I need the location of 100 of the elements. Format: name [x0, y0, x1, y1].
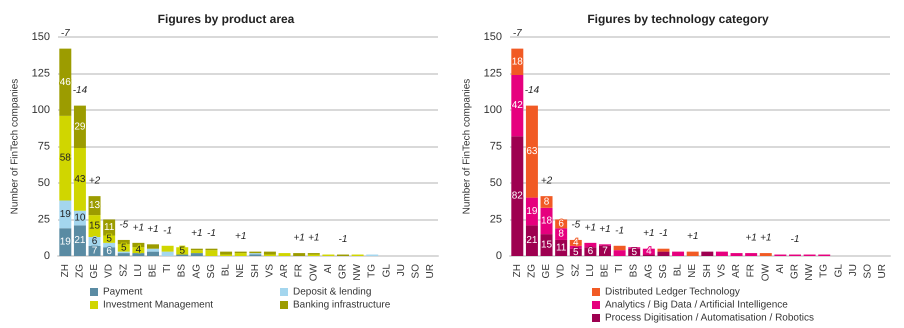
- x-tick-label: TG: [366, 264, 378, 278]
- x-tick-label: UR: [877, 264, 888, 278]
- x-tick-label: GE: [541, 264, 552, 278]
- x-tick-label: OW: [308, 263, 320, 282]
- bar: [657, 248, 670, 252]
- x-tick-label: ZG: [74, 264, 86, 278]
- annotation: +2: [88, 176, 101, 187]
- y-tick-label: 150: [32, 31, 50, 43]
- legend-label: Banking infrastructure: [293, 300, 391, 310]
- data-label: 5: [179, 245, 186, 256]
- bar: [162, 246, 174, 252]
- x-tick-label: OW: [760, 263, 772, 282]
- data-label: 11: [556, 242, 567, 254]
- data-label: 29: [74, 121, 86, 132]
- x-tick-label: ZH: [60, 264, 71, 278]
- annotation: +1: [191, 228, 203, 240]
- data-label: 11: [104, 222, 115, 234]
- annotation: +1: [293, 232, 305, 244]
- bar: [190, 250, 203, 254]
- bar: [614, 246, 626, 250]
- bar: [293, 253, 306, 256]
- data-label: 21: [74, 235, 86, 246]
- x-tick-label: TI: [162, 264, 174, 273]
- data-label: 19: [60, 208, 72, 220]
- x-tick-label: VS: [264, 264, 276, 278]
- data-label: 7: [92, 245, 98, 256]
- data-label: 6: [92, 236, 98, 247]
- data-label: 82: [512, 190, 524, 202]
- chart-title: Figures by technology category: [587, 12, 770, 26]
- data-label: 43: [74, 174, 86, 185]
- bar: [730, 253, 743, 256]
- y-tick-label: 100: [484, 104, 502, 116]
- annotation: +1: [760, 232, 772, 244]
- x-tick-label: TG: [818, 264, 830, 278]
- bar: [190, 253, 203, 256]
- x-tick-label: NE: [687, 264, 698, 278]
- data-label: 6: [106, 246, 112, 258]
- x-tick-label: AG: [191, 264, 202, 278]
- x-tick-label: JU: [848, 264, 859, 276]
- x-tick-label: SG: [206, 264, 217, 278]
- chart-title: Figures by product area: [158, 12, 295, 26]
- data-label: 46: [60, 76, 72, 88]
- bar: [234, 253, 247, 256]
- x-tick-label: TI: [614, 264, 626, 273]
- bar: [278, 253, 291, 256]
- bar: [745, 253, 758, 256]
- bar: [220, 252, 232, 255]
- x-tick-label: VS: [716, 264, 728, 278]
- x-tick-label: SO: [410, 264, 422, 278]
- x-tick-label: NW: [352, 263, 364, 281]
- bar: [147, 244, 159, 249]
- legend-label: Deposit & lending: [293, 286, 372, 298]
- y-tick-label: 50: [38, 177, 50, 189]
- annotation: +1: [686, 231, 698, 242]
- bar: [686, 252, 699, 256]
- x-tick-label: SH: [250, 264, 261, 278]
- x-tick-label: JU: [396, 264, 407, 276]
- x-tick-label: FR: [746, 264, 757, 278]
- bar: [760, 253, 772, 256]
- x-tick-label: SH: [702, 264, 713, 278]
- data-label: 19: [60, 236, 72, 248]
- data-label: 63: [526, 146, 538, 158]
- x-tick-label: NE: [235, 264, 246, 278]
- bar: [132, 253, 144, 256]
- bar: [716, 252, 728, 256]
- annotation: +1: [147, 224, 159, 235]
- legend-label: Distributed Ledger Technology: [605, 286, 740, 298]
- y-tick-label: 25: [490, 214, 502, 226]
- x-tick-label: SZ: [118, 264, 130, 277]
- annotation: -1: [338, 234, 348, 246]
- legend-label: Investment Management: [103, 300, 214, 310]
- bar: [511, 136, 524, 256]
- x-tick-label: AI: [774, 264, 786, 274]
- annotation: +1: [234, 231, 246, 242]
- annotation: -7: [512, 28, 522, 40]
- y-tick-label: 125: [32, 68, 50, 80]
- x-tick-label: BS: [176, 264, 188, 278]
- annotation: +1: [308, 232, 320, 244]
- data-label: 15: [540, 240, 553, 251]
- x-tick-label: GL: [833, 264, 844, 278]
- bar: [118, 253, 130, 256]
- data-label: 58: [60, 152, 72, 164]
- annotation: -5: [571, 219, 581, 230]
- annotation: +2: [540, 176, 553, 187]
- data-label: 4: [136, 244, 142, 256]
- annotation: -5: [119, 219, 129, 230]
- annotation: +1: [132, 222, 144, 234]
- x-tick-label: SO: [862, 264, 874, 278]
- data-label: 7: [602, 245, 608, 256]
- data-label: 4: [646, 246, 652, 258]
- y-tick-label: 50: [490, 177, 502, 189]
- y-tick-label: 0: [496, 250, 502, 262]
- data-label: 6: [558, 218, 564, 230]
- bar: [526, 106, 538, 198]
- data-label: 8: [544, 196, 550, 208]
- x-tick-label: FR: [294, 264, 305, 278]
- annotation: +1: [584, 222, 596, 234]
- bar: [264, 252, 276, 255]
- data-label: 5: [631, 246, 638, 258]
- y-tick-label: 125: [484, 68, 502, 80]
